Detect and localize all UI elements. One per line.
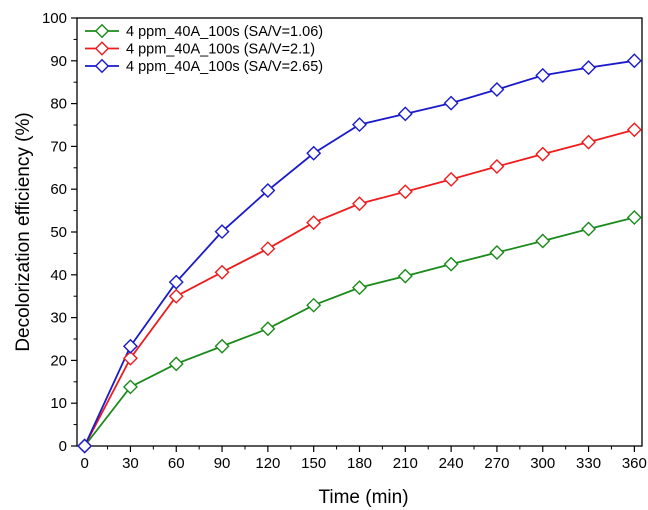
x-tick-label: 0 — [80, 455, 88, 472]
legend-marker-1 — [94, 41, 110, 56]
y-tick-label: 70 — [50, 138, 67, 155]
data-point-s0-2 — [168, 356, 184, 372]
data-point-s1-4 — [260, 241, 276, 257]
data-point-s1-3 — [214, 264, 230, 280]
y-tick-label: 80 — [50, 96, 67, 113]
x-tick-label: 30 — [122, 455, 139, 472]
x-tick-label: 240 — [439, 455, 464, 472]
data-point-s2-0 — [77, 438, 93, 454]
data-point-s2-12 — [626, 53, 642, 69]
legend-label-1: 4 ppm_40A_100s (SA/V=2.1) — [126, 42, 315, 58]
data-point-s1-6 — [352, 196, 367, 212]
y-tick-label: 20 — [50, 352, 67, 369]
data-point-s2-1 — [122, 338, 138, 354]
x-tick-label: 360 — [622, 455, 647, 472]
x-tick-label: 60 — [168, 455, 185, 472]
x-tick-label: 330 — [576, 455, 601, 472]
data-point-s0-1 — [122, 379, 138, 395]
y-tick-label: 0 — [59, 438, 67, 455]
data-point-s2-11 — [581, 60, 597, 76]
legend-label-0: 4 ppm_40A_100s (SA/V=1.06) — [126, 24, 323, 40]
data-point-s2-6 — [352, 117, 367, 133]
legend-marker-2 — [94, 58, 110, 74]
y-tick-label: 90 — [50, 53, 67, 70]
y-tick-label: 60 — [50, 181, 67, 198]
data-point-s0-8 — [443, 256, 459, 272]
x-tick-label: 150 — [301, 455, 326, 472]
data-point-s2-3 — [214, 224, 230, 240]
data-point-s1-10 — [535, 146, 551, 162]
y-tick-label: 50 — [50, 224, 67, 241]
data-point-s0-6 — [352, 280, 367, 296]
x-tick-label: 210 — [393, 455, 418, 472]
data-point-s0-10 — [535, 233, 551, 249]
y-tick-label: 30 — [50, 310, 67, 327]
data-point-s1-8 — [443, 171, 459, 187]
data-point-s2-10 — [535, 67, 551, 83]
data-point-s2-8 — [443, 95, 459, 111]
data-point-s1-11 — [581, 134, 597, 150]
data-point-s2-2 — [168, 274, 184, 290]
data-point-s1-7 — [397, 184, 413, 200]
x-tick-label: 180 — [347, 455, 372, 472]
data-point-s2-5 — [306, 145, 322, 161]
data-point-s0-7 — [397, 268, 413, 284]
data-point-s0-12 — [626, 209, 642, 225]
data-point-s1-1 — [122, 350, 138, 366]
data-point-s0-5 — [306, 297, 322, 313]
data-point-s1-12 — [626, 122, 642, 138]
y-tick-label: 10 — [50, 395, 67, 412]
legend-label-2: 4 ppm_40A_100s (SA/V=2.65) — [126, 59, 323, 75]
data-point-s1-9 — [489, 159, 505, 175]
y-tick-label: 40 — [50, 267, 67, 284]
x-tick-label: 270 — [484, 455, 509, 472]
series-line-0 — [83, 216, 635, 447]
x-tick-label: 90 — [214, 455, 231, 472]
data-point-s2-4 — [260, 182, 276, 198]
data-point-s0-11 — [581, 221, 597, 237]
plot-frame — [76, 17, 643, 447]
data-point-s0-4 — [260, 321, 276, 337]
x-axis-title: Time (min) — [318, 487, 408, 508]
data-point-s0-9 — [489, 245, 505, 261]
data-point-s0-3 — [214, 338, 230, 354]
x-tick-label: 120 — [255, 455, 280, 472]
x-tick-label: 300 — [530, 455, 555, 472]
data-point-s1-5 — [306, 215, 322, 231]
data-point-s1-2 — [168, 288, 184, 304]
data-point-s2-7 — [397, 106, 413, 122]
legend-marker-0 — [94, 23, 110, 39]
data-point-s2-9 — [489, 81, 505, 97]
y-axis-title: Decolorization efficiency (%) — [13, 112, 34, 351]
y-tick-label: 100 — [42, 10, 67, 27]
